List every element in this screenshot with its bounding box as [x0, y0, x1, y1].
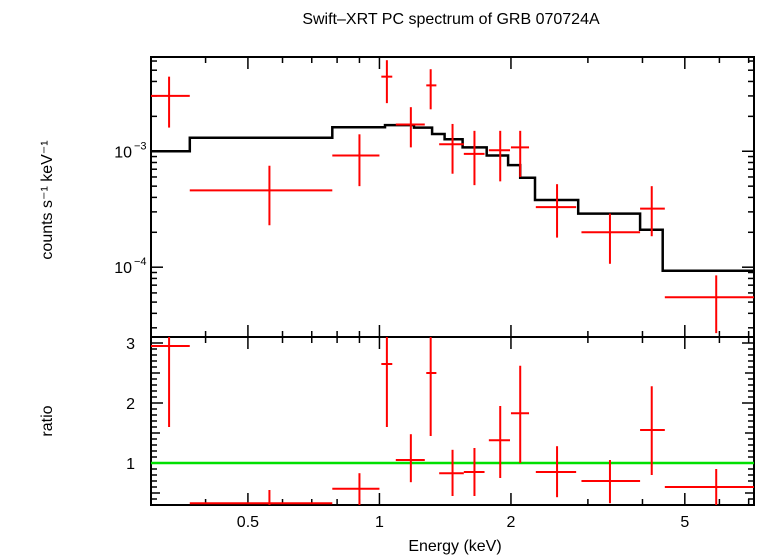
ratio-data-point: [664, 469, 754, 505]
ratio-data-point: [189, 490, 333, 505]
spectrum-data-point: [381, 60, 393, 104]
spectrum-panel: 10−310−4: [114, 56, 755, 338]
x-tick-label: 2: [507, 514, 516, 531]
spectrum-data-point: [439, 123, 464, 174]
ratio-panel: 0.5 1 2 5 1 2 3: [126, 336, 755, 531]
x-tick-label: 5: [680, 514, 689, 531]
ratio-data-point: [535, 446, 577, 498]
y-tick-label: 3: [126, 336, 135, 353]
x-tick-label: 0.5: [237, 514, 259, 531]
ratio-data-point: [395, 434, 425, 483]
spectrum-data-point: [488, 130, 511, 182]
spectrum-data-point: [510, 130, 530, 177]
spectrum-data-point: [535, 184, 577, 238]
y-tick-label: 2: [126, 396, 135, 413]
spectrum-frame: [150, 56, 755, 338]
y-tick-label: 1: [126, 456, 135, 473]
y-axis-label-ratio: ratio: [39, 405, 56, 436]
spectrum-data-point: [426, 69, 437, 110]
ratio-data-point: [581, 460, 641, 504]
ratio-data-point: [640, 386, 665, 475]
spectrum-data-point: [332, 134, 380, 187]
spectrum-data-point: [189, 165, 333, 226]
x-tick-label: 1: [375, 514, 384, 531]
spectrum-data-point: [151, 76, 190, 128]
ratio-data-point: [332, 473, 380, 505]
ratio-data-point: [439, 449, 464, 496]
y-tick-exponent: −3: [134, 140, 147, 152]
spectrum-data-point: [581, 213, 641, 264]
ratio-data-point: [381, 337, 393, 427]
ratio-data-point: [426, 337, 437, 436]
x-axis-label: Energy (keV): [408, 538, 501, 555]
y-axis-label-spectrum: counts s⁻¹ keV⁻¹: [39, 140, 56, 259]
ratio-data-point: [151, 337, 190, 427]
chart-title: Swift–XRT PC spectrum of GRB 070724A: [302, 11, 600, 28]
spectrum-data-point: [395, 107, 425, 148]
ratio-data-point: [463, 448, 485, 496]
spectrum-data-point: [664, 275, 754, 334]
spectrum-data-point: [463, 130, 485, 186]
y-tick-label: 10: [114, 144, 132, 161]
ratio-data-point: [510, 365, 530, 463]
spectrum-data-point: [640, 186, 665, 237]
y-tick-exponent: −4: [134, 256, 147, 268]
y-tick-label: 10: [114, 260, 132, 277]
ratio-data-point: [488, 406, 511, 478]
